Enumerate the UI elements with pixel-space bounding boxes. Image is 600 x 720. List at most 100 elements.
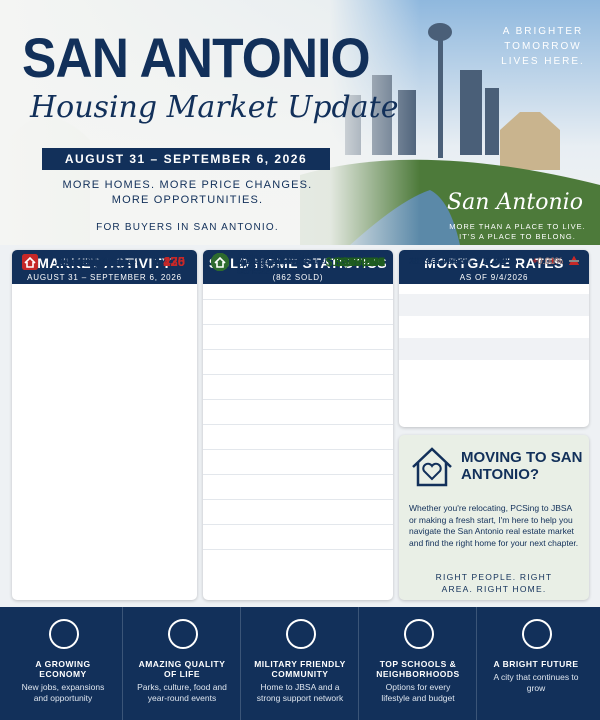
footer: A GROWING ECONOMY New jobs, expansions an… bbox=[0, 607, 600, 720]
market-activity-panel: MARKET ACTIVITY AUGUST 31 – SEPTEMBER 6, … bbox=[12, 250, 197, 600]
activity-value: 2,315 bbox=[152, 254, 185, 269]
city-script: San Antonio bbox=[447, 190, 583, 215]
flat-dash bbox=[569, 260, 579, 262]
stat-value: $286,999 bbox=[334, 255, 385, 269]
activity-value: 7 bbox=[177, 254, 185, 269]
footer-icon bbox=[168, 619, 198, 649]
moving-body: Whether you're relocating, PCSing to JBS… bbox=[409, 503, 579, 548]
stat-value: $349,950 bbox=[334, 255, 385, 269]
rate-name: 15 Year Fixed bbox=[409, 256, 465, 266]
rate-row: 30 Year FHA 6.44% 0.00% bbox=[399, 254, 589, 360]
footer-icon bbox=[49, 619, 79, 649]
footer-text: Options for every lifestyle and budget bbox=[381, 682, 455, 703]
footer-title: MILITARY FRIENDLY COMMUNITY bbox=[254, 659, 346, 679]
activity-value: 120 bbox=[163, 254, 185, 269]
moving-title: MOVING TO SAN ANTONIO? bbox=[461, 449, 583, 483]
activity-value: 691 bbox=[163, 254, 185, 269]
panel-subtitle: AUGUST 31 – SEPTEMBER 6, 2026 bbox=[27, 273, 182, 282]
activity-value: 862 bbox=[163, 254, 185, 269]
activity-row: Withdrawn 120 bbox=[12, 254, 197, 538]
stat-label: Median Price Per Sq. Ft. bbox=[237, 256, 318, 276]
activity-row: Homes Sold 862 bbox=[12, 254, 197, 466]
activity-label: Active Listings bbox=[56, 255, 133, 269]
footer-icon bbox=[522, 619, 552, 649]
activity-label: Pending Sales bbox=[56, 255, 134, 269]
stat-value: $11,590.85 bbox=[325, 255, 385, 269]
stat-label: Average Days on Market bbox=[237, 256, 303, 276]
activity-row: Coming Soon 7 bbox=[12, 254, 197, 418]
rate-row: 7/6 SOFR ARM 6.53% +0.06% bbox=[399, 254, 589, 338]
rate-name: 7/6 SOFR ARM bbox=[409, 256, 472, 266]
stat-value: $170.76 bbox=[341, 255, 385, 269]
activity-value: 192 bbox=[163, 254, 185, 269]
footer-title: A BRIGHT FUTURE bbox=[493, 659, 579, 669]
rate-change: +0.01% bbox=[532, 256, 563, 266]
stat-row: Median List to Sold Price Ratio 99.91% bbox=[203, 251, 393, 500]
house-heart-icon bbox=[412, 447, 452, 487]
stat-value: 97.99% bbox=[344, 255, 385, 269]
rate-change: +0.06% bbox=[532, 256, 563, 266]
moving-panel: MOVING TO SAN ANTONIO? Whether you're re… bbox=[399, 435, 589, 600]
stat-value: 73 bbox=[371, 255, 385, 269]
activity-value: 2,535 bbox=[152, 254, 185, 269]
activity-value: 1,051 bbox=[152, 254, 185, 269]
sold-stats-panel: SOLD HOME STATISTICS (862 SOLD) Average L… bbox=[203, 250, 393, 600]
footer-item: TOP SCHOOLS & NEIGHBORHOODS Options for e… bbox=[358, 607, 477, 720]
stat-row: Average Sold Price $349,950 bbox=[203, 253, 393, 325]
tagline: MORE HOMES. MORE PRICE CHANGES. MORE OPP… bbox=[62, 179, 313, 206]
footer-title: AMAZING QUALITY OF LIFE bbox=[138, 659, 226, 679]
stat-value: $358,679 bbox=[334, 255, 385, 269]
footer-text: Parks, culture, food and year-round even… bbox=[137, 682, 227, 703]
rate-value: 6.49% bbox=[483, 254, 518, 268]
footer-title: TOP SCHOOLS & NEIGHBORHOODS bbox=[376, 659, 460, 679]
activity-row: Active Option 375 bbox=[12, 254, 197, 394]
stat-row: Average Price Per Sq. Ft. $170.76 bbox=[203, 253, 393, 375]
stat-value: 91 bbox=[371, 255, 385, 269]
stat-label: Median Sold Price bbox=[237, 256, 306, 266]
stat-row: Average Days on Market 91 bbox=[203, 253, 393, 425]
subtitle: Housing Market Update bbox=[30, 90, 399, 125]
rate-value: 6.44% bbox=[483, 254, 518, 268]
activity-row: Expired 430 bbox=[12, 254, 197, 490]
rate-value: 7.06% bbox=[483, 254, 518, 268]
activity-label: Price Changes bbox=[56, 255, 135, 269]
rate-row: 30 Year VA 6.46% 0.00% bbox=[399, 254, 589, 382]
stat-label: Median Seller Concessions bbox=[237, 256, 289, 276]
footer-item: MILITARY FRIENDLY COMMUNITY Home to JBSA … bbox=[240, 607, 359, 720]
activity-value: 430 bbox=[163, 254, 185, 269]
activity-value: 6,520 bbox=[152, 254, 185, 269]
activity-label: All Active bbox=[56, 255, 105, 269]
rate-name: 30 Year FHA bbox=[409, 256, 461, 266]
date-range: AUGUST 31 – SEPTEMBER 6, 2026 bbox=[42, 148, 330, 170]
stat-value: $10,000 bbox=[341, 255, 385, 269]
rate-change: +0.01% bbox=[532, 256, 563, 266]
activity-row: Back on Market 192 bbox=[12, 254, 197, 346]
panel-title: SOLD HOME STATISTICS bbox=[208, 255, 388, 271]
footer-title: A GROWING ECONOMY bbox=[35, 659, 91, 679]
panel-title: MORTGAGE RATES bbox=[424, 255, 564, 271]
stat-label: Median List Price bbox=[237, 256, 303, 266]
panel-title: MARKET ACTIVITY bbox=[37, 255, 172, 271]
stat-value: $150.27 bbox=[341, 255, 385, 269]
footer-text: Home to JBSA and a strong support networ… bbox=[256, 682, 344, 703]
rate-name: 30 Year Jumbo bbox=[409, 256, 470, 266]
hero-background bbox=[0, 0, 600, 245]
panel-header: SOLD HOME STATISTICS (862 SOLD) bbox=[203, 250, 393, 284]
stat-label: Average List to Sold Price Ratio bbox=[237, 251, 313, 271]
activity-row: Pending Sales 691 bbox=[12, 254, 197, 442]
footer-text: New jobs, expansions and opportunity bbox=[21, 682, 105, 703]
mortgage-panel: MORTGAGE RATES AS OF 9/4/2026 30 Year Fix… bbox=[399, 250, 589, 427]
panel-subtitle: AS OF 9/4/2026 bbox=[459, 273, 529, 282]
activity-label: Active Option bbox=[56, 255, 128, 269]
rate-row: 30 Year Jumbo 7.06% +0.01% bbox=[399, 254, 589, 316]
rate-value: 6.53% bbox=[483, 254, 518, 268]
stat-row: Average Seller Concessions $11,590.85 bbox=[203, 253, 393, 525]
activity-value: 375 bbox=[163, 254, 185, 269]
footer-text: A city that continues to grow bbox=[493, 672, 579, 693]
rate-change: +0.01% bbox=[532, 256, 563, 266]
stat-label: Average Seller Concessions bbox=[237, 256, 293, 276]
footer-item: A GROWING ECONOMY New jobs, expansions an… bbox=[4, 607, 122, 720]
activity-label: Cancelled bbox=[56, 255, 110, 269]
rate-change: 0.00% bbox=[537, 256, 563, 266]
